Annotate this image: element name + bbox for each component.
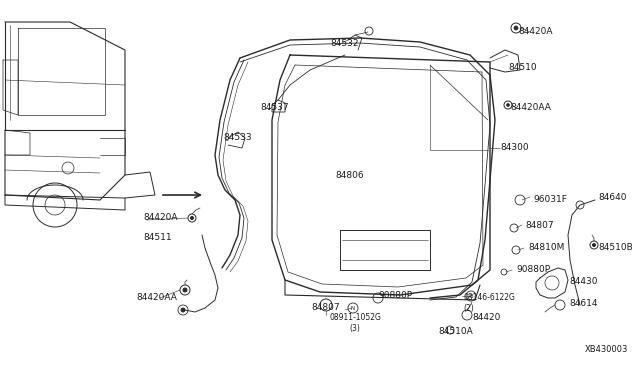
Text: 84430: 84430 <box>569 276 598 285</box>
Text: 84420AA: 84420AA <box>136 294 177 302</box>
Text: 84807: 84807 <box>525 221 554 230</box>
Text: 84420A: 84420A <box>518 28 552 36</box>
Text: 84511: 84511 <box>143 234 172 243</box>
Circle shape <box>181 308 185 312</box>
Circle shape <box>514 26 518 30</box>
Text: 84806: 84806 <box>335 170 364 180</box>
Text: XB430003: XB430003 <box>584 345 628 354</box>
Text: 08146-6122G: 08146-6122G <box>463 294 515 302</box>
Text: 84533: 84533 <box>223 134 252 142</box>
Text: (2): (2) <box>463 304 474 312</box>
Text: 84420AA: 84420AA <box>510 103 551 112</box>
Text: 90880P: 90880P <box>516 266 550 275</box>
Text: 84300: 84300 <box>500 144 529 153</box>
Text: 84807: 84807 <box>312 302 340 311</box>
Text: B: B <box>469 294 473 298</box>
Text: 08911-1052G: 08911-1052G <box>329 314 381 323</box>
Text: 84420: 84420 <box>472 314 500 323</box>
Text: 84537: 84537 <box>260 103 289 112</box>
Text: 96031F: 96031F <box>533 196 567 205</box>
Text: 84510A: 84510A <box>438 327 474 337</box>
Text: 84614: 84614 <box>569 298 598 308</box>
Text: 84420A: 84420A <box>143 214 177 222</box>
Text: 90880P: 90880P <box>378 291 412 299</box>
Circle shape <box>593 244 595 247</box>
Circle shape <box>183 288 187 292</box>
Text: (3): (3) <box>349 324 360 333</box>
Text: 84532: 84532 <box>330 38 358 48</box>
Circle shape <box>191 217 193 219</box>
Text: 84510B: 84510B <box>598 244 633 253</box>
Text: 84640: 84640 <box>598 193 627 202</box>
Text: 84810M: 84810M <box>528 244 564 253</box>
Circle shape <box>506 103 509 106</box>
Text: N: N <box>351 305 355 311</box>
Text: 84510: 84510 <box>508 64 536 73</box>
